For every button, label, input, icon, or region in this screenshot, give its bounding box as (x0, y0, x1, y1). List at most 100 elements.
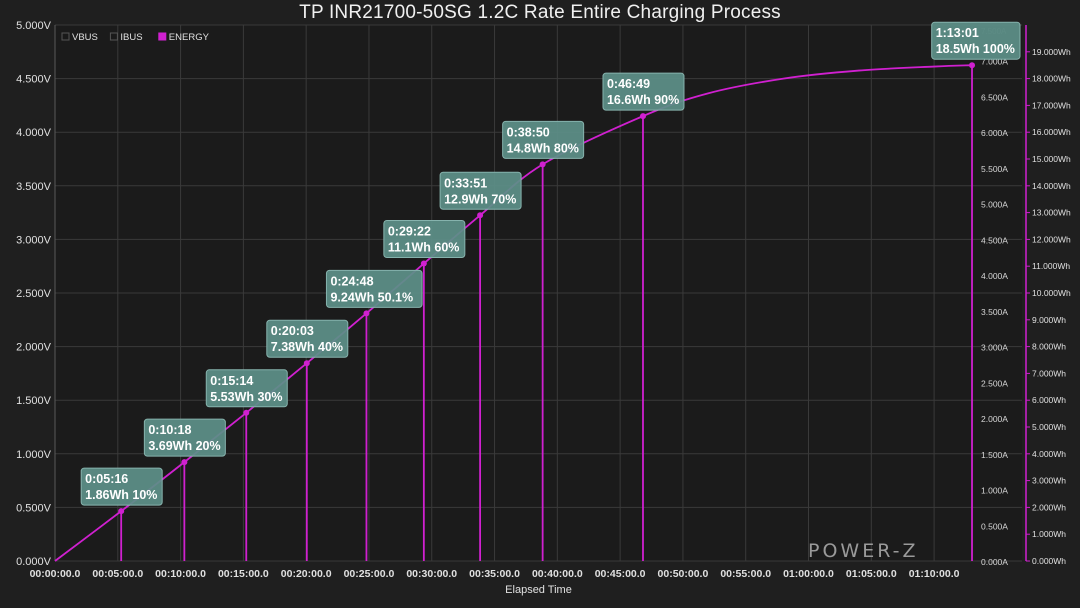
legend-label-vbus: VBUS (72, 32, 98, 43)
current-tick-label: 2.500A (981, 378, 1008, 388)
voltage-tick-label: 0.000V (16, 556, 52, 568)
voltage-tick-label: 2.000V (16, 342, 52, 354)
annotation-time: 0:05:16 (85, 472, 128, 486)
annotation-value: 12.9Wh 70% (444, 192, 516, 206)
annotation-marker[interactable] (639, 113, 646, 120)
annotation-time: 0:29:22 (388, 225, 431, 239)
current-tick-label: 2.000A (981, 414, 1008, 424)
energy-tick-label: 10.000Wh (1032, 288, 1071, 298)
x-tick-label: 00:35:00.0 (469, 568, 520, 580)
annotation-time: 0:24:48 (330, 274, 373, 288)
annotation-marker[interactable] (303, 360, 310, 367)
energy-tick-label: 7.000Wh (1032, 368, 1066, 378)
energy-tick-label: 1.000Wh (1032, 529, 1066, 539)
energy-tick-label: 8.000Wh (1032, 342, 1066, 352)
x-tick-label: 00:50:00.0 (658, 568, 709, 580)
annotation-marker[interactable] (363, 310, 370, 317)
energy-tick-label: 5.000Wh (1032, 422, 1066, 432)
voltage-tick-label: 1.500V (16, 395, 52, 407)
legend-label-ibus: IBUS (120, 32, 142, 43)
legend-swatch[interactable] (61, 32, 70, 41)
current-tick-label: 7.000A (981, 57, 1008, 67)
annotation-marker[interactable] (477, 212, 484, 219)
x-tick-label: 00:20:00.0 (281, 568, 332, 580)
energy-tick-label: 4.000Wh (1032, 449, 1066, 459)
current-tick-label: 5.000A (981, 200, 1008, 210)
annotation-box[interactable] (502, 120, 585, 159)
x-tick-label: 00:40:00.0 (532, 568, 583, 580)
current-tick-label: 4.000A (981, 271, 1008, 281)
annotation-value: 11.1Wh 60% (388, 241, 460, 255)
energy-tick-label: 2.000Wh (1032, 502, 1066, 512)
energy-tick-label: 19.000Wh (1032, 47, 1071, 57)
annotation-box[interactable] (266, 319, 349, 358)
annotation-value: 9.24Wh 50.1% (330, 290, 413, 304)
annotation-box[interactable] (325, 269, 423, 308)
annotation-value: 16.6Wh 90% (607, 93, 679, 107)
voltage-tick-label: 1.000V (16, 449, 52, 461)
voltage-tick-label: 4.000V (16, 127, 52, 139)
voltage-tick-label: 5.000V (16, 20, 52, 32)
annotation-marker[interactable] (969, 62, 976, 69)
annotation-value: 18.5Wh 100% (936, 42, 1015, 56)
voltage-tick-label: 0.500V (16, 502, 52, 514)
annotation-marker[interactable] (118, 508, 125, 515)
annotation-time: 0:38:50 (507, 125, 550, 139)
energy-tick-label: 12.000Wh (1032, 234, 1071, 244)
annotation-marker[interactable] (243, 409, 250, 416)
annotation-value: 5.53Wh 30% (210, 390, 282, 404)
x-axis-label: Elapsed Time (505, 584, 572, 596)
annotation-box[interactable] (143, 418, 226, 457)
annotation-marker[interactable] (181, 459, 188, 466)
annotation-box[interactable] (439, 171, 522, 210)
x-tick-label: 01:10:00.0 (909, 568, 960, 580)
annotation-marker[interactable] (539, 161, 546, 168)
annotation-box[interactable] (383, 220, 466, 259)
chart-title: TP INR21700-50SG 1.2C Rate Entire Chargi… (299, 2, 781, 23)
current-tick-label: 3.000A (981, 343, 1008, 353)
current-tick-label: 6.000A (981, 128, 1008, 138)
energy-tick-label: 6.000Wh (1032, 395, 1066, 405)
energy-tick-label: 14.000Wh (1032, 181, 1071, 191)
energy-tick-label: 15.000Wh (1032, 154, 1071, 164)
annotation-box[interactable] (80, 467, 163, 506)
x-tick-label: 00:15:00.0 (218, 568, 269, 580)
current-tick-label: 0.500A (981, 521, 1008, 531)
voltage-tick-label: 3.500V (16, 181, 52, 193)
annotation-box[interactable] (205, 369, 288, 408)
legend-swatch[interactable] (158, 32, 167, 41)
current-tick-label: 0.000A (981, 557, 1008, 567)
annotation-time: 1:13:01 (936, 26, 979, 40)
energy-tick-label: 0.000Wh (1032, 556, 1066, 566)
x-tick-label: 00:45:00.0 (595, 568, 646, 580)
energy-tick-label: 9.000Wh (1032, 315, 1066, 325)
energy-tick-label: 3.000Wh (1032, 476, 1066, 486)
x-tick-label: 00:55:00.0 (720, 568, 771, 580)
x-tick-label: 01:05:00.0 (846, 568, 897, 580)
energy-tick-label: 18.000Wh (1032, 74, 1071, 84)
voltage-tick-label: 2.500V (16, 288, 52, 300)
annotation-value: 3.69Wh 20% (148, 439, 220, 453)
annotation-box[interactable] (602, 72, 685, 111)
energy-tick-label: 17.000Wh (1032, 100, 1071, 110)
energy-tick-label: 11.000Wh (1032, 261, 1070, 271)
x-tick-label: 00:25:00.0 (344, 568, 395, 580)
voltage-tick-label: 4.500V (16, 74, 52, 86)
annotation-box[interactable] (931, 21, 1021, 60)
current-tick-label: 6.500A (981, 92, 1008, 102)
x-tick-label: 00:05:00.0 (92, 568, 143, 580)
annotation-time: 0:20:03 (271, 324, 314, 338)
annotation-time: 0:46:49 (607, 77, 650, 91)
annotation-time: 0:33:51 (444, 176, 487, 190)
annotation-value: 7.38Wh 40% (271, 340, 343, 354)
annotation-marker[interactable] (420, 260, 427, 267)
x-tick-label: 01:00:00.0 (783, 568, 834, 580)
legend-label-energy: ENERGY (169, 32, 210, 43)
x-tick-label: 00:00:00.0 (30, 568, 81, 580)
current-tick-label: 4.500A (981, 235, 1008, 245)
energy-tick-label: 16.000Wh (1032, 127, 1071, 137)
energy-tick-label: 13.000Wh (1032, 208, 1071, 218)
legend-swatch[interactable] (109, 32, 118, 41)
annotation-time: 0:10:18 (148, 423, 191, 437)
current-tick-label: 3.500A (981, 307, 1008, 317)
